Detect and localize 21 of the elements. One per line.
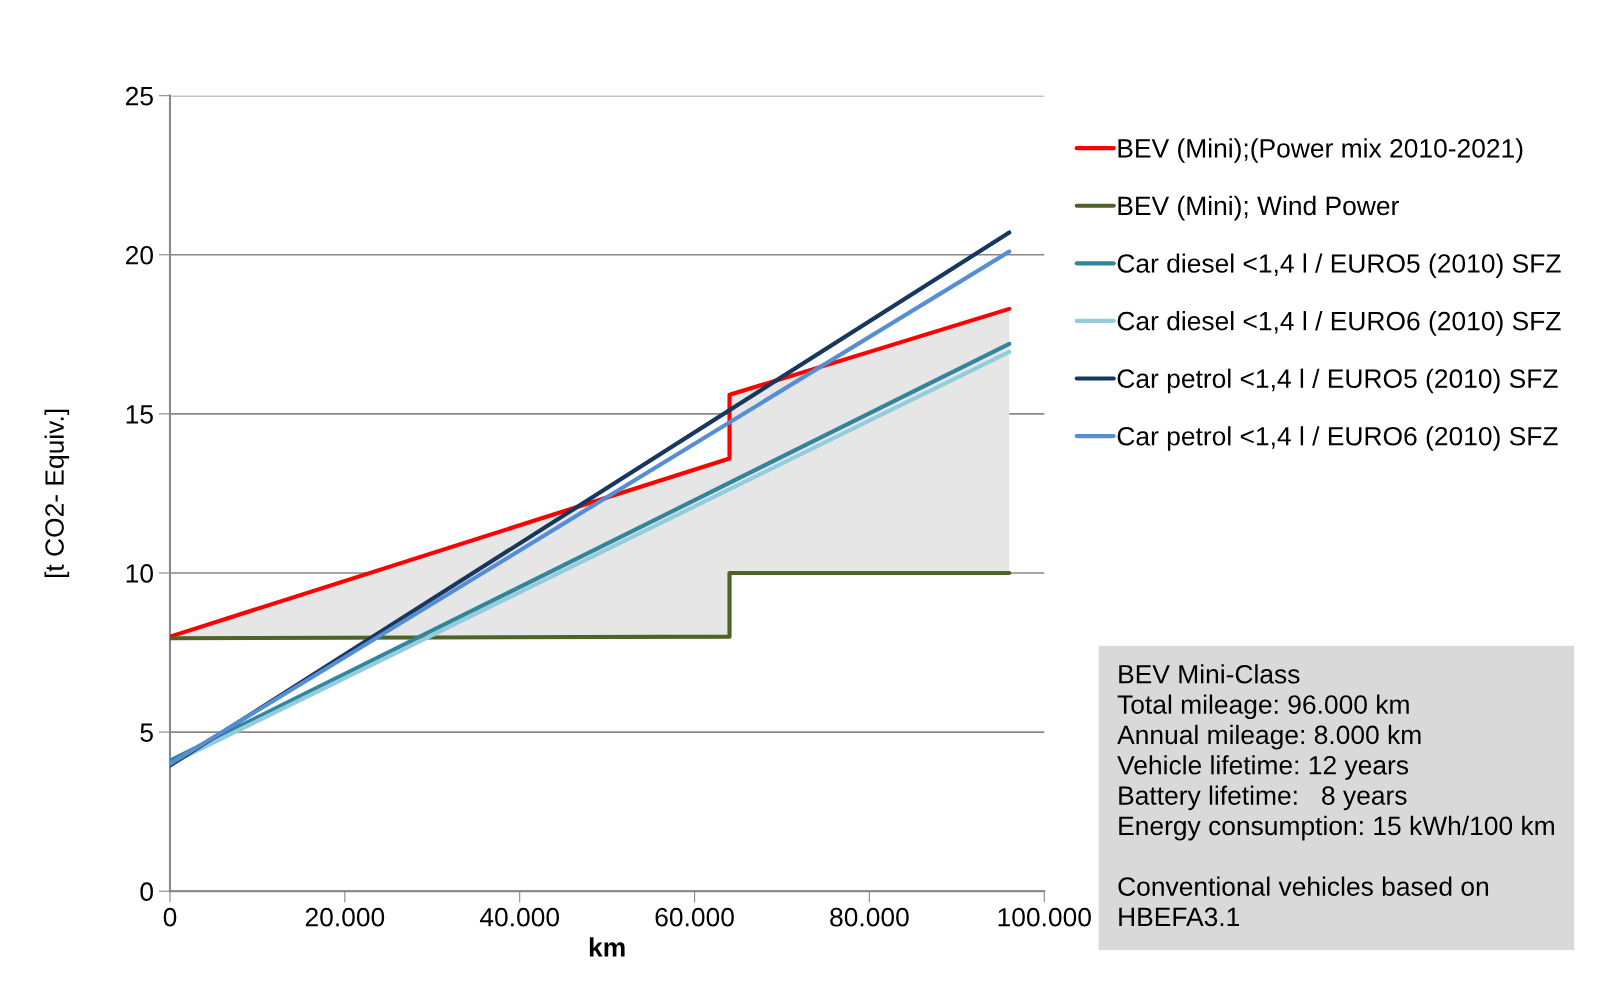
text: BEV Mini-Class Total mileage: 96.000 km Annual mileage: 8.000 km Vehicle lifetime: 12 years Battery lifetime: 8 years Energy consumption: 15 kWh/100 km Conventional vehicles based on HBEFA3.1 [1117,664,1554,927]
y-tick-label: 25 [126,86,153,106]
y-axis-title: [t CO2- Equiv.] [44,409,70,578]
x-tick-label: 80.000 [830,907,909,927]
legend-label: Car diesel <1,4 l / EURO5 (2010) SFZ [1117,253,1561,279]
x-tick-label: 60.000 [655,907,734,927]
legend-label: Car diesel <1,4 l / EURO6 (2010) SFZ [1117,311,1561,336]
x-tick-label: 100.000 [998,907,1091,927]
legend-label: Car petrol <1,4 l / EURO6 (2010) SFZ [1117,426,1558,451]
legend-label: BEV (Mini);(Power mix 2010-2021) [1118,138,1523,163]
x-tick-label: 20.000 [305,907,385,927]
x-tick-label: 40.000 [479,907,560,927]
y-tick-label: 5 [140,723,153,742]
y-tick-label: 15 [126,405,153,424]
x-tick-label: 0 [163,907,177,927]
legend-label: Car petrol <1,4 l / EURO5 (2010) SFZ [1117,368,1558,394]
y-tick-label: 10 [126,564,153,583]
y-tick-label: 0 [140,882,153,902]
y-tick-label: 20 [126,245,153,265]
x-axis-title: km [589,937,625,957]
legend-label: BEV (Mini); Wind Power [1118,195,1399,221]
